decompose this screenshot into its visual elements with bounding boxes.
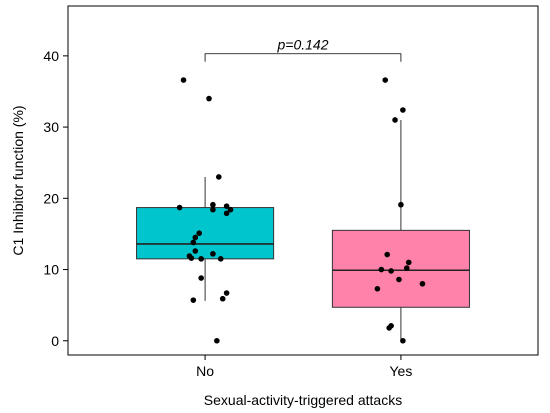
- data-point-no: [196, 230, 203, 237]
- y-tick-label: 0: [51, 333, 59, 349]
- data-point-no: [210, 206, 216, 213]
- x-axis-title: Sexual-activity-triggered attacks: [204, 392, 402, 408]
- data-point-no: [198, 275, 204, 281]
- data-point-yes: [400, 337, 406, 344]
- data-point-no: [214, 337, 220, 344]
- y-axis-title: C1 Inhibitor function (%): [10, 105, 26, 255]
- plot-frame: [67, 5, 539, 356]
- significance-bracket: [204, 53, 402, 62]
- boxes-layer: [136, 119, 470, 341]
- points-layer: [176, 77, 426, 344]
- data-point-yes: [382, 77, 389, 83]
- data-point-yes: [405, 259, 412, 266]
- data-point-yes: [386, 325, 392, 331]
- box-yes: [331, 229, 470, 308]
- data-point-no: [223, 210, 230, 217]
- data-point-no: [192, 234, 199, 241]
- y-tick-label: 20: [43, 190, 59, 206]
- data-point-no: [215, 174, 222, 180]
- data-point-yes: [403, 265, 410, 271]
- data-point-no: [188, 255, 195, 261]
- data-point-yes: [396, 276, 402, 283]
- data-point-yes: [400, 107, 406, 113]
- data-point-no: [176, 204, 183, 211]
- y-tick-label: 40: [43, 48, 59, 64]
- data-point-no: [217, 256, 224, 262]
- data-point-yes: [398, 201, 404, 208]
- data-point-yes: [388, 268, 394, 274]
- annotation-layer: p=0.142: [204, 37, 402, 62]
- x-tick-label: Yes: [389, 363, 412, 379]
- data-point-no: [223, 290, 230, 296]
- data-point-no: [223, 203, 230, 209]
- axes-layer: 0 10 20 30 40 No Yes: [43, 48, 412, 379]
- data-point-yes: [384, 251, 391, 258]
- data-point-no: [206, 95, 212, 102]
- data-point-no: [190, 239, 197, 246]
- data-point-no: [210, 251, 216, 257]
- data-point-no: [227, 206, 234, 213]
- data-point-no: [198, 256, 204, 262]
- box-no: [136, 207, 275, 260]
- data-point-yes: [374, 285, 381, 292]
- y-tick-label: 30: [43, 119, 59, 135]
- data-point-yes: [392, 117, 398, 123]
- data-point-yes: [378, 266, 385, 273]
- data-point-no: [192, 248, 199, 254]
- data-point-no: [190, 297, 197, 303]
- y-tick-label: 10: [43, 262, 59, 278]
- data-point-no: [210, 201, 216, 208]
- p-value-annotation: p=0.142: [277, 37, 329, 53]
- data-point-no: [219, 295, 226, 302]
- data-point-no: [180, 77, 187, 83]
- x-tick-label: No: [196, 363, 214, 379]
- data-point-yes: [419, 280, 426, 287]
